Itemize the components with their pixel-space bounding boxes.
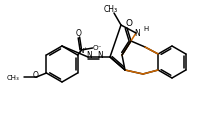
Text: CH₃: CH₃ <box>104 4 118 13</box>
Text: N: N <box>97 51 103 60</box>
Text: O: O <box>76 29 82 38</box>
Text: H: H <box>143 26 148 32</box>
Text: N: N <box>134 29 140 38</box>
Text: N⁺: N⁺ <box>78 48 87 54</box>
Text: O: O <box>33 71 38 80</box>
Text: O: O <box>125 18 133 27</box>
Text: N: N <box>86 51 92 60</box>
Text: O⁻: O⁻ <box>93 45 102 51</box>
Text: CH₃: CH₃ <box>7 75 20 81</box>
